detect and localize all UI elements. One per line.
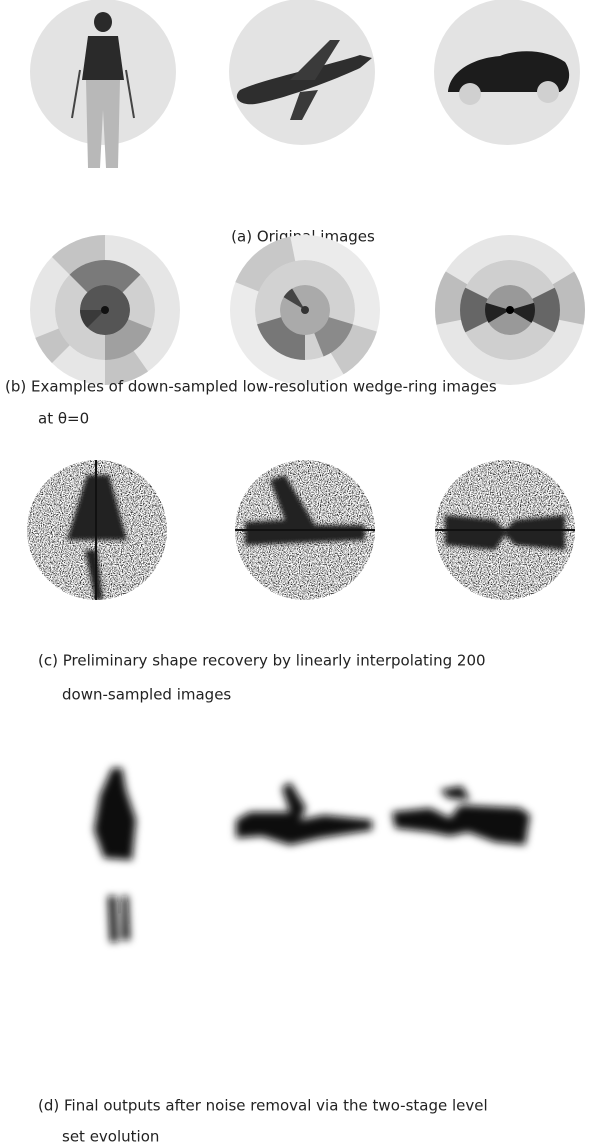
caption: (d) Final outputs after noise removal vi… — [38, 1097, 488, 1115]
caption: (c) Preliminary shape recovery by linear… — [38, 652, 486, 670]
caption: at θ=0 — [38, 410, 89, 428]
caption: down-sampled images — [62, 686, 231, 704]
original-images — [30, 0, 580, 168]
caption: set evolution — [62, 1128, 159, 1146]
caption: (b) Examples of down-sampled low-resolut… — [5, 378, 497, 396]
preliminary-recovery — [27, 460, 575, 600]
figure: (a) Original images (b) Examples of down… — [0, 0, 605, 1148]
final-outputs — [94, 768, 530, 942]
